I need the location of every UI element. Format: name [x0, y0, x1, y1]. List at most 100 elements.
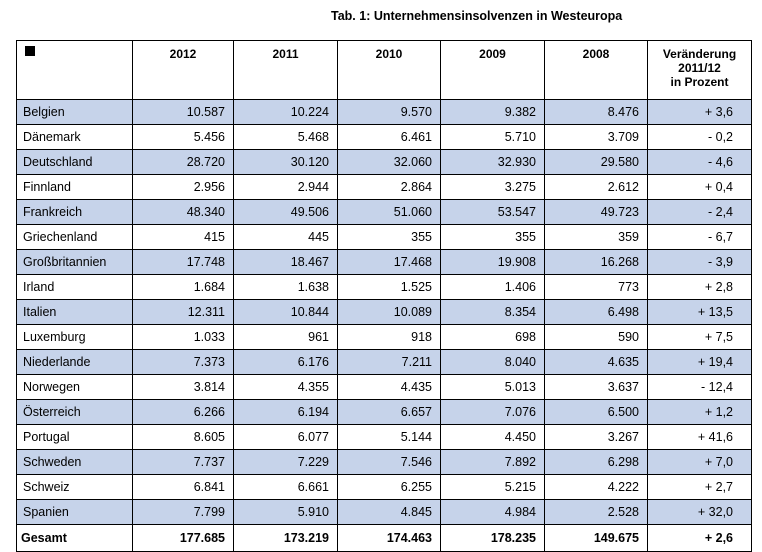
change-cell: - 6,7 [647, 224, 752, 250]
value-2008-cell: 6.298 [544, 449, 648, 475]
country-cell: Niederlande [16, 349, 133, 375]
header-2010: 2010 [337, 40, 441, 100]
value-2010-cell: 51.060 [337, 199, 441, 225]
header-row: 2012 2011 2010 2009 2008 Veränderung 201… [16, 40, 752, 100]
value-2009-cell: 3.275 [440, 174, 545, 200]
change-cell: + 1,2 [647, 399, 752, 425]
table-row: Luxemburg 1.033 961 918 698 590 + 7,5 [16, 324, 752, 350]
value-2009-cell: 5.013 [440, 374, 545, 400]
value-2008-cell: 2.528 [544, 499, 648, 525]
value-2008-cell: 16.268 [544, 249, 648, 275]
value-2012-cell: 17.748 [132, 249, 234, 275]
value-2012-cell: 10.587 [132, 99, 234, 125]
country-cell: Spanien [16, 499, 133, 525]
change-cell: + 7,5 [647, 324, 752, 350]
header-2008: 2008 [544, 40, 648, 100]
country-cell: Gesamt [16, 524, 133, 552]
table-row: Belgien 10.587 10.224 9.570 9.382 8.476 + 3,6 [16, 99, 752, 125]
value-2009-cell: 19.908 [440, 249, 545, 275]
value-2011-cell: 445 [233, 224, 338, 250]
value-2008-cell: 6.500 [544, 399, 648, 425]
value-2008-cell: 3.267 [544, 424, 648, 450]
total-row: Gesamt 177.685 173.219 174.463 178.235 149.67… [16, 524, 752, 552]
value-2011-cell: 30.120 [233, 149, 338, 175]
table-row: Frankreich 48.340 49.506 51.060 53.547 49.723… [16, 199, 752, 225]
table-row: Irland 1.684 1.638 1.525 1.406 773 + 2,8 [16, 274, 752, 300]
value-2011-cell: 1.638 [233, 274, 338, 300]
change-cell: - 3,9 [647, 249, 752, 275]
table-row: Griechenland 415 445 355 355 359- 6,7 [16, 224, 752, 250]
value-2008-cell: 4.222 [544, 474, 648, 500]
value-2010-cell: 4.435 [337, 374, 441, 400]
value-2009-cell: 8.354 [440, 299, 545, 325]
country-cell: Portugal [16, 424, 133, 450]
table-row: Finnland 2.956 2.944 2.864 3.275 2.612 + 0,4 [16, 174, 752, 200]
black-square-icon [25, 46, 35, 56]
value-2010-cell: 1.525 [337, 274, 441, 300]
value-2010-cell: 32.060 [337, 149, 441, 175]
table-row: Italien 12.311 10.844 10.089 8.354 6.498 + 13,… [16, 299, 752, 325]
table-row: Portugal 8.605 6.077 5.144 4.450 3.267 + 41,6 [16, 424, 752, 450]
value-2012-cell: 6.266 [132, 399, 234, 425]
value-2008-cell: 6.498 [544, 299, 648, 325]
value-2008-cell: 149.675 [544, 524, 648, 552]
header-2012: 2012 [132, 40, 234, 100]
value-2008-cell: 29.580 [544, 149, 648, 175]
header-change-line3: in Prozent [670, 75, 729, 89]
value-2008-cell: 4.635 [544, 349, 648, 375]
value-2010-cell: 174.463 [337, 524, 441, 552]
value-2010-cell: 4.845 [337, 499, 441, 525]
value-2012-cell: 1.684 [132, 274, 234, 300]
change-cell: + 2,8 [647, 274, 752, 300]
value-2012-cell: 28.720 [132, 149, 234, 175]
value-2009-cell: 1.406 [440, 274, 545, 300]
value-2009-cell: 698 [440, 324, 545, 350]
header-change: Veränderung 2011/12 in Prozent [647, 40, 752, 100]
table-row: Schweden 7.737 7.229 7.546 7.892 6.298 + 7,0 [16, 449, 752, 475]
country-cell: Finnland [16, 174, 133, 200]
change-cell: + 13,5 [647, 299, 752, 325]
value-2009-cell: 178.235 [440, 524, 545, 552]
table-row: Schweiz 6.841 6.661 6.255 5.215 4.222 + 2,7 [16, 474, 752, 500]
value-2011-cell: 6.661 [233, 474, 338, 500]
value-2012-cell: 8.605 [132, 424, 234, 450]
value-2008-cell: 590 [544, 324, 648, 350]
value-2010-cell: 918 [337, 324, 441, 350]
change-cell: - 2,4 [647, 199, 752, 225]
insolvency-table: 2012 2011 2010 2009 2008 Veränderung 201… [16, 40, 752, 552]
header-2011: 2011 [233, 40, 338, 100]
country-cell: Belgien [16, 99, 133, 125]
value-2012-cell: 7.799 [132, 499, 234, 525]
header-2009: 2009 [440, 40, 545, 100]
value-2010-cell: 17.468 [337, 249, 441, 275]
change-cell: + 32,0 [647, 499, 752, 525]
change-cell: - 12,4 [647, 374, 752, 400]
table-row: Niederlande 7.373 6.176 7.211 8.040 4.635 + 19… [16, 349, 752, 375]
table-row: Großbritannien 17.748 18.467 17.468 19.908 16… [16, 249, 752, 275]
country-cell: Schweden [16, 449, 133, 475]
country-cell: Schweiz [16, 474, 133, 500]
value-2012-cell: 7.373 [132, 349, 234, 375]
change-cell: + 7,0 [647, 449, 752, 475]
value-2010-cell: 2.864 [337, 174, 441, 200]
value-2010-cell: 9.570 [337, 99, 441, 125]
value-2011-cell: 6.194 [233, 399, 338, 425]
value-2009-cell: 5.710 [440, 124, 545, 150]
value-2012-cell: 7.737 [132, 449, 234, 475]
value-2008-cell: 8.476 [544, 99, 648, 125]
header-change-line1: Veränderung [662, 47, 737, 61]
value-2009-cell: 53.547 [440, 199, 545, 225]
value-2008-cell: 2.612 [544, 174, 648, 200]
value-2009-cell: 4.984 [440, 499, 545, 525]
table-row: Dänemark 5.456 5.468 6.461 5.710 3.709- 0,2 [16, 124, 752, 150]
change-cell: + 2,7 [647, 474, 752, 500]
country-cell: Norwegen [16, 374, 133, 400]
table-row: Deutschland 28.720 30.120 32.060 32.930 29.58… [16, 149, 752, 175]
value-2011-cell: 2.944 [233, 174, 338, 200]
value-2011-cell: 961 [233, 324, 338, 350]
value-2009-cell: 8.040 [440, 349, 545, 375]
value-2008-cell: 49.723 [544, 199, 648, 225]
country-cell: Dänemark [16, 124, 133, 150]
value-2012-cell: 1.033 [132, 324, 234, 350]
value-2009-cell: 32.930 [440, 149, 545, 175]
